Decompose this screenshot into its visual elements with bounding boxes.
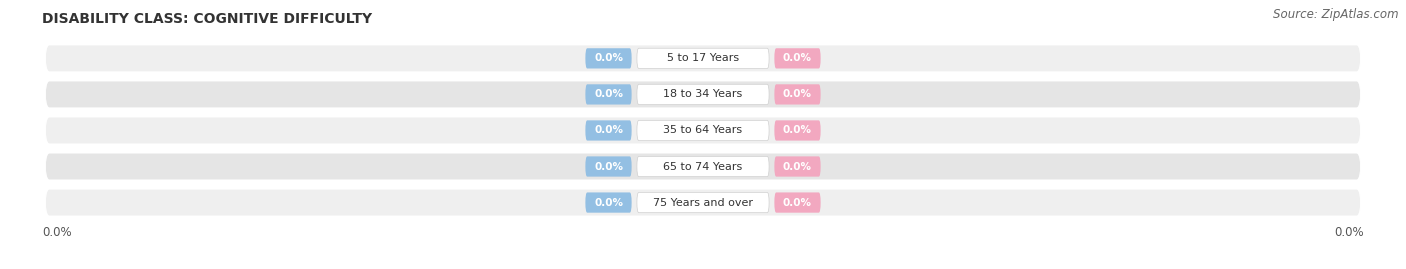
Text: 0.0%: 0.0% xyxy=(783,53,813,63)
Text: 0.0%: 0.0% xyxy=(593,89,623,100)
Text: DISABILITY CLASS: COGNITIVE DIFFICULTY: DISABILITY CLASS: COGNITIVE DIFFICULTY xyxy=(42,12,373,26)
Text: Source: ZipAtlas.com: Source: ZipAtlas.com xyxy=(1274,8,1399,21)
Text: 65 to 74 Years: 65 to 74 Years xyxy=(664,161,742,172)
FancyBboxPatch shape xyxy=(585,48,631,69)
FancyBboxPatch shape xyxy=(585,156,631,177)
FancyBboxPatch shape xyxy=(637,84,769,105)
Text: 0.0%: 0.0% xyxy=(1334,226,1364,239)
FancyBboxPatch shape xyxy=(45,154,1361,179)
Text: 0.0%: 0.0% xyxy=(593,197,623,208)
FancyBboxPatch shape xyxy=(637,156,769,177)
FancyBboxPatch shape xyxy=(637,192,769,213)
Text: 35 to 64 Years: 35 to 64 Years xyxy=(664,125,742,136)
FancyBboxPatch shape xyxy=(585,120,631,141)
Text: 0.0%: 0.0% xyxy=(783,125,813,136)
FancyBboxPatch shape xyxy=(585,192,631,213)
FancyBboxPatch shape xyxy=(775,192,821,213)
Text: 5 to 17 Years: 5 to 17 Years xyxy=(666,53,740,63)
FancyBboxPatch shape xyxy=(775,120,821,141)
FancyBboxPatch shape xyxy=(45,45,1361,71)
Text: 0.0%: 0.0% xyxy=(593,125,623,136)
FancyBboxPatch shape xyxy=(637,120,769,141)
FancyBboxPatch shape xyxy=(45,82,1361,107)
Text: 0.0%: 0.0% xyxy=(42,226,72,239)
Text: 0.0%: 0.0% xyxy=(783,89,813,100)
FancyBboxPatch shape xyxy=(775,84,821,105)
Text: 0.0%: 0.0% xyxy=(593,53,623,63)
Text: 75 Years and over: 75 Years and over xyxy=(652,197,754,208)
FancyBboxPatch shape xyxy=(45,118,1361,143)
FancyBboxPatch shape xyxy=(637,48,769,69)
FancyBboxPatch shape xyxy=(585,84,631,105)
FancyBboxPatch shape xyxy=(775,48,821,69)
Text: 0.0%: 0.0% xyxy=(593,161,623,172)
Text: 18 to 34 Years: 18 to 34 Years xyxy=(664,89,742,100)
FancyBboxPatch shape xyxy=(775,156,821,177)
Text: 0.0%: 0.0% xyxy=(783,197,813,208)
Text: 0.0%: 0.0% xyxy=(783,161,813,172)
FancyBboxPatch shape xyxy=(45,190,1361,215)
